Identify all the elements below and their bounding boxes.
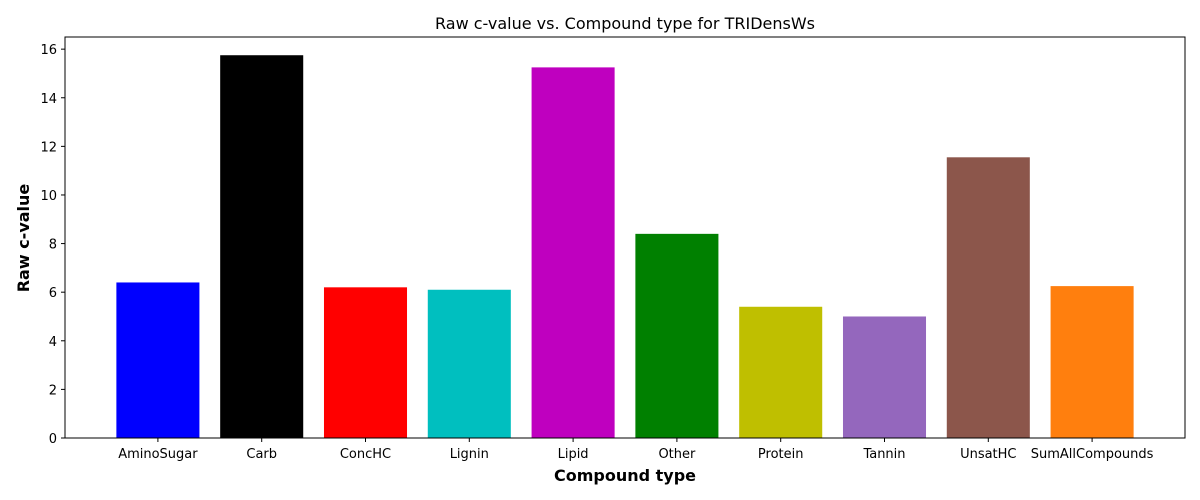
chart-title: Raw c-value vs. Compound type for TRIDen… [435,14,815,33]
x-axis-title: Compound type [554,466,696,485]
x-tick-label-lipid: Lipid [558,447,589,462]
x-tick-label-unsathc: UnsatHC [960,447,1016,462]
x-tick-label-aminosugar: AminoSugar [118,447,198,462]
bar-sumallcompounds [1050,286,1134,438]
y-tick-label-10: 10 [40,189,57,204]
bar-aminosugar [116,282,200,438]
y-tick-label-12: 12 [40,140,57,155]
x-tick-label-tannin: Tannin [862,447,905,462]
bar-lipid [531,67,615,438]
x-tick-label-other: Other [658,447,696,462]
y-tick-label-16: 16 [40,43,57,58]
bar-other [635,233,719,438]
bars-layer [116,55,1134,439]
y-tick-label-14: 14 [40,92,57,107]
x-tick-label-conchc: ConcHC [340,447,391,462]
x-tick-label-protein: Protein [758,447,804,462]
bar-protein [739,306,823,438]
y-axis-title: Raw c-value [14,184,33,293]
x-tick-label-carb: Carb [246,447,277,462]
bar-lignin [427,289,511,438]
y-tick-label-4: 4 [49,335,57,350]
bar-tannin [842,316,927,438]
y-tick-label-0: 0 [49,432,57,447]
axes-layer: AminoSugar Carb ConcHC Lignin Lipid Other Prot… [40,36,1186,462]
plot-frame [64,36,1186,439]
y-tick-label-2: 2 [49,383,57,398]
y-tick-label-6: 6 [49,286,57,301]
bar-carb [220,55,304,438]
bar-conchc [323,287,408,438]
bar-unsathc [946,157,1030,439]
x-tick-label-sumallcompounds: SumAllCompounds [1031,447,1154,462]
x-tick-label-lignin: Lignin [450,447,489,462]
y-tick-label-8: 8 [49,238,57,253]
